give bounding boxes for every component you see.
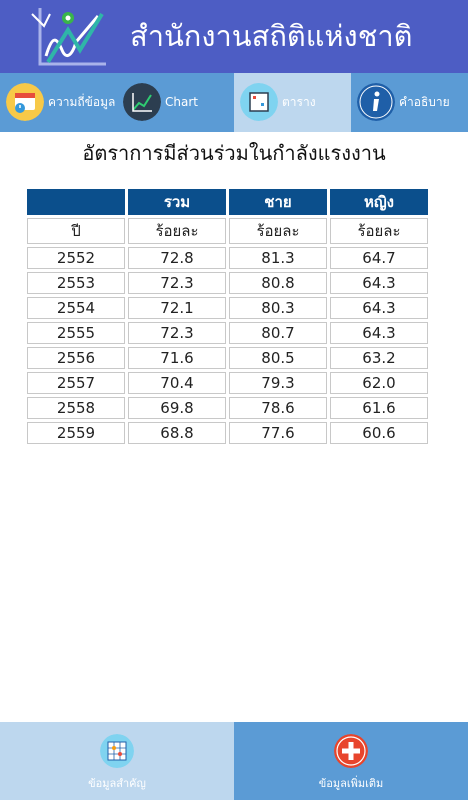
male-cell: 81.3 (229, 247, 327, 269)
line-chart-icon (123, 83, 161, 121)
total-cell: 70.4 (128, 372, 226, 394)
key-data-button[interactable]: ข้อมูลสำคัญ (0, 722, 234, 800)
year-cell: 2558 (27, 397, 125, 419)
total-cell: 72.1 (128, 297, 226, 319)
total-cell: 71.6 (128, 347, 226, 369)
male-cell: 80.5 (229, 347, 327, 369)
female-cell: 60.6 (330, 422, 428, 444)
header-cell-total: รวม (128, 189, 226, 215)
data-table: รวม ชาย หญิง ปี ร้อยละ ร้อยละ ร้อยละ 255… (24, 186, 431, 447)
unit-cell: ร้อยละ (330, 218, 428, 244)
table-title: อัตราการมีส่วนร่วมในกำลังแรงงาน (82, 141, 386, 165)
bottom-bar: ข้อมูลสำคัญ ข้อมูลเพิ่มเติม (0, 722, 468, 800)
tab-bar: ความถี่ข้อมูล Chart ตาราง คำอธิบาย (0, 73, 468, 132)
year-cell: 2555 (27, 322, 125, 344)
header-cell-blank (27, 189, 125, 215)
tab-table[interactable]: ตาราง (234, 73, 351, 132)
table-row: 2555 72.3 80.7 64.3 (27, 322, 428, 344)
total-cell: 68.8 (128, 422, 226, 444)
total-cell: 72.3 (128, 322, 226, 344)
table-row: 2552 72.8 81.3 64.7 (27, 247, 428, 269)
year-cell: 2556 (27, 347, 125, 369)
male-cell: 80.8 (229, 272, 327, 294)
male-cell: 77.6 (229, 422, 327, 444)
male-cell: 78.6 (229, 397, 327, 419)
table-row: 2554 72.1 80.3 64.3 (27, 297, 428, 319)
tab-chart-label: Chart (165, 95, 198, 109)
unit-cell: ร้อยละ (128, 218, 226, 244)
table-icon (240, 83, 278, 121)
total-cell: 72.3 (128, 272, 226, 294)
year-cell: 2553 (27, 272, 125, 294)
header-cell-male: ชาย (229, 189, 327, 215)
table-row: 2553 72.3 80.8 64.3 (27, 272, 428, 294)
table-header-row: รวม ชาย หญิง (27, 189, 428, 215)
female-cell: 64.3 (330, 322, 428, 344)
grid-network-icon (100, 734, 134, 768)
key-data-label: ข้อมูลสำคัญ (88, 777, 146, 790)
units-row: ปี ร้อยละ ร้อยละ ร้อยละ (27, 218, 428, 244)
app-header: สำนักงานสถิติแห่งชาติ (0, 0, 468, 73)
table-row: 2558 69.8 78.6 61.6 (27, 397, 428, 419)
year-cell: 2557 (27, 372, 125, 394)
female-cell: 64.7 (330, 247, 428, 269)
tab-description[interactable]: คำอธิบาย (351, 73, 468, 132)
table-row: 2556 71.6 80.5 63.2 (27, 347, 428, 369)
nso-logo-icon (31, 8, 106, 66)
female-cell: 62.0 (330, 372, 428, 394)
female-cell: 64.3 (330, 272, 428, 294)
info-icon (357, 83, 395, 121)
total-cell: 69.8 (128, 397, 226, 419)
female-cell: 64.3 (330, 297, 428, 319)
unit-cell: ปี (27, 218, 125, 244)
header-cell-female: หญิง (330, 189, 428, 215)
male-cell: 79.3 (229, 372, 327, 394)
tab-description-label: คำอธิบาย (399, 95, 450, 109)
tab-table-label: ตาราง (282, 95, 316, 109)
app-title: สำนักงานสถิติแห่งชาติ (130, 19, 413, 53)
year-cell: 2554 (27, 297, 125, 319)
total-cell: 72.8 (128, 247, 226, 269)
unit-cell: ร้อยละ (229, 218, 327, 244)
year-cell: 2559 (27, 422, 125, 444)
tab-frequency-label: ความถี่ข้อมูล (48, 95, 116, 109)
tab-chart[interactable]: Chart (117, 73, 234, 132)
female-cell: 61.6 (330, 397, 428, 419)
table-row: 2557 70.4 79.3 62.0 (27, 372, 428, 394)
more-data-label: ข้อมูลเพิ่มเติม (318, 777, 384, 790)
tab-frequency[interactable]: ความถี่ข้อมูล (0, 73, 117, 132)
table-row: 2559 68.8 77.6 60.6 (27, 422, 428, 444)
plus-circle-icon (334, 734, 368, 768)
male-cell: 80.7 (229, 322, 327, 344)
calendar-clock-icon (6, 83, 44, 121)
male-cell: 80.3 (229, 297, 327, 319)
year-cell: 2552 (27, 247, 125, 269)
female-cell: 63.2 (330, 347, 428, 369)
more-data-button[interactable]: ข้อมูลเพิ่มเติม (234, 722, 468, 800)
